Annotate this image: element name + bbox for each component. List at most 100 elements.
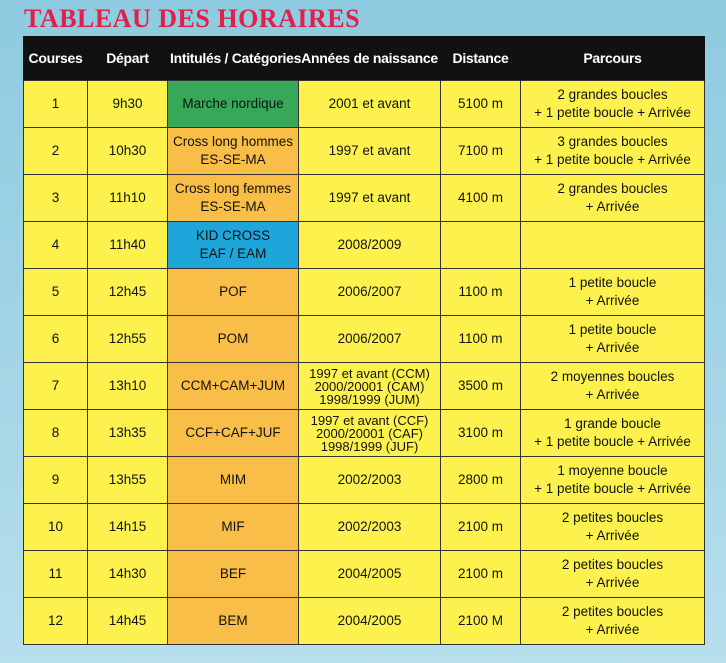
parcours-cell: 1 grande boucle + 1 petite boucle + Arriv… [520,409,705,457]
category-cell: KID CROSS EAF / EAM [167,221,299,269]
page-title: TABLEAU DES HORAIRES [24,4,361,33]
parcours-line: + Arrivée [585,387,640,402]
parcours-line: + Arrivée [585,199,640,214]
birth-years-cell: 2004/2005 [298,597,441,645]
birth-years-cell: 2002/2003 [298,503,441,551]
birth-years-cell: 2002/2003 [298,456,441,504]
header-annees: Années de naissance [298,36,441,81]
category-line: POM [217,331,249,346]
category-line: BEF [219,566,247,581]
distance-cell: 2800 m [440,456,521,504]
parcours-cell [520,221,705,269]
category-line: KID CROSS [195,228,271,243]
parcours-line: + Arrivée [585,575,640,590]
table-row: 7 13h10 CCM+CAM+JUM 1997 et avant (CCM) 2000… [23,362,705,410]
birth-years-cell: 1997 et avant (CCF) 2000/20001 (CAF) 1998/… [298,409,441,457]
birth-years-cell: 2001 et avant [298,80,441,128]
category-cell: CCF+CAF+JUF [167,409,299,457]
parcours-cell: 2 grandes boucles + 1 petite boucle + Arr… [520,80,705,128]
parcours-line: 2 petites boucles [561,557,664,572]
parcours-line: + Arrivée [585,622,640,637]
parcours-line: + Arrivée [585,293,640,308]
course-number-cell: 4 [23,221,88,269]
parcours-line: + Arrivée [585,340,640,355]
category-line: CCF+CAF+JUF [185,425,281,440]
category-line: Cross long femmes [174,181,292,196]
depart-time-cell: 12h45 [87,268,168,316]
course-number-cell: 9 [23,456,88,504]
category-cell: CCM+CAM+JUM [167,362,299,410]
parcours-cell: 1 petite boucle + Arrivée [520,268,705,316]
category-line: Cross long hommes [172,134,294,149]
birth-years-cell: 1997 et avant (CCM) 2000/20001 (CAM) 1998/… [298,362,441,410]
parcours-cell: 1 petite boucle + Arrivée [520,315,705,363]
category-line: Marche nordique [182,96,284,111]
birth-years-cell: 2006/2007 [298,268,441,316]
parcours-cell: 2 petites boucles + Arrivée [520,503,705,551]
category-line: ES-SE-MA [200,199,266,214]
table-header-row: Courses Départ Intitulés / Catégories An… [23,36,705,81]
parcours-cell: 2 petites boucles + Arrivée [520,597,705,645]
parcours-line: 1 petite boucle [568,275,657,290]
parcours-line: + 1 petite boucle + Arrivée [534,105,691,120]
parcours-line: 3 grandes boucles [557,134,668,149]
category-line: MIM [219,472,247,487]
depart-time-cell: 9h30 [87,80,168,128]
category-cell: POM [167,315,299,363]
parcours-line: 1 moyenne boucle [557,463,668,478]
parcours-cell: 1 moyenne boucle + 1 petite boucle + Arri… [520,456,705,504]
category-line: MIF [221,519,245,534]
course-number-cell: 8 [23,409,88,457]
distance-cell: 3100 m [440,409,521,457]
birth-years-cell: 2004/2005 [298,550,441,598]
depart-time-cell: 13h35 [87,409,168,457]
birth-years-line: 2002/2003 [337,472,402,487]
category-cell: Cross long hommes ES-SE-MA [167,127,299,175]
table-row: 2 10h30 Cross long hommes ES-SE-MA 1997 et a… [23,127,705,175]
category-cell: POF [167,268,299,316]
depart-time-cell: 13h10 [87,362,168,410]
birth-years-cell: 1997 et avant [298,127,441,175]
category-cell: Marche nordique [167,80,299,128]
parcours-cell: 2 grandes boucles + Arrivée [520,174,705,222]
birth-years-cell: 1997 et avant [298,174,441,222]
distance-cell: 2100 m [440,550,521,598]
schedule-table: Courses Départ Intitulés / Catégories An… [23,36,705,645]
parcours-line: + 1 petite boucle + Arrivée [534,434,691,449]
table-row: 6 12h55 POM 2006/2007 1100 m 1 petite boucle +… [23,315,705,363]
table-row: 4 11h40 KID CROSS EAF / EAM 2008/2009 [23,221,705,269]
course-number-cell: 7 [23,362,88,410]
course-number-cell: 12 [23,597,88,645]
distance-cell [440,221,521,269]
course-number-cell: 11 [23,550,88,598]
parcours-line: + 1 petite boucle + Arrivée [534,152,691,167]
course-number-cell: 1 [23,80,88,128]
distance-cell: 1100 m [440,315,521,363]
category-line: ES-SE-MA [200,152,266,167]
parcours-line: 2 grandes boucles [557,181,668,196]
distance-cell: 2100 M [440,597,521,645]
birth-years-line: 2002/2003 [337,519,402,534]
birth-years-line: 2004/2005 [337,566,402,581]
depart-time-cell: 10h30 [87,127,168,175]
depart-time-cell: 12h55 [87,315,168,363]
course-number-cell: 2 [23,127,88,175]
parcours-line: + Arrivée [585,528,640,543]
course-number-cell: 3 [23,174,88,222]
category-line: CCM+CAM+JUM [180,378,286,393]
birth-years-line: 1998/1999 (JUF) [320,438,419,454]
distance-cell: 2100 m [440,503,521,551]
birth-years-line: 2000/20001 (CAF) [316,425,423,441]
course-number-cell: 5 [23,268,88,316]
header-categories: Intitulés / Catégories [167,36,301,81]
category-cell: BEF [167,550,299,598]
birth-years-line: 2008/2009 [337,237,402,252]
birth-years-line: 2004/2005 [337,613,402,628]
birth-years-cell: 2008/2009 [298,221,441,269]
parcours-line: 1 petite boucle [568,322,657,337]
depart-time-cell: 11h40 [87,221,168,269]
distance-cell: 5100 m [440,80,521,128]
table-row: 5 12h45 POF 2006/2007 1100 m 1 petite boucle +… [23,268,705,316]
course-number-cell: 6 [23,315,88,363]
